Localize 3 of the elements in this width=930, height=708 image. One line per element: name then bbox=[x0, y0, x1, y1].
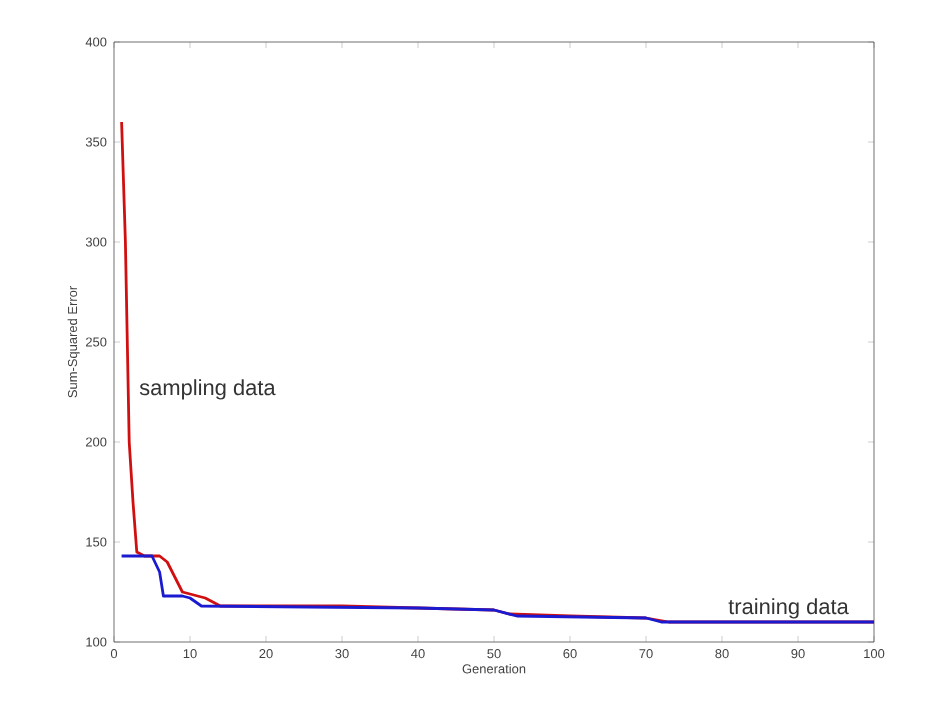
series-label: sampling data bbox=[139, 379, 276, 400]
series-label: training data bbox=[728, 598, 849, 619]
line-series bbox=[120, 554, 875, 624]
